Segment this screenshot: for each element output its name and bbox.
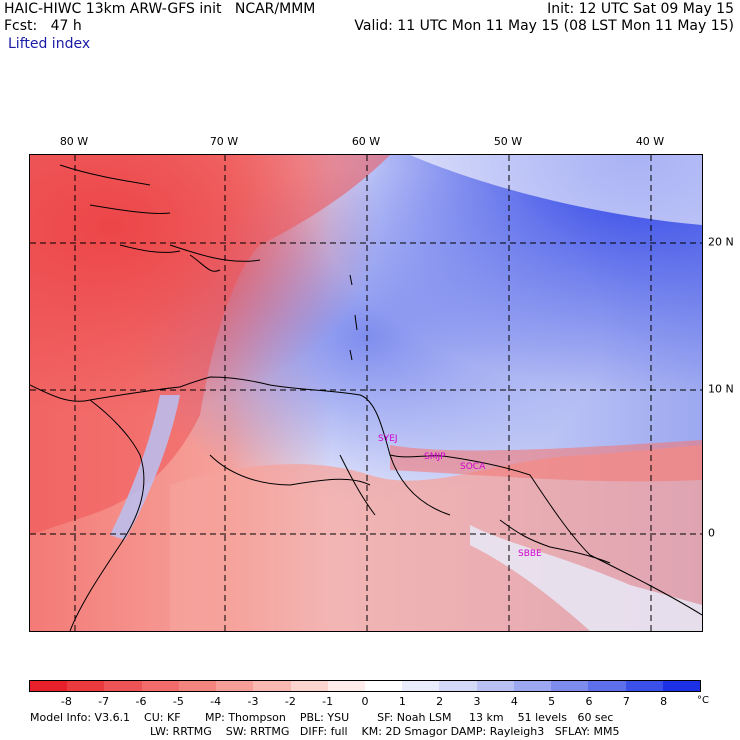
colorbar-cell	[290, 681, 328, 691]
station-syej: SYEJ	[378, 434, 398, 444]
colorbar-tick-label: 8	[660, 695, 668, 708]
valid-time: Valid: 11 UTC Mon 11 May 15 (08 LST Mon …	[354, 18, 734, 34]
lon-label-60w: 60 W	[351, 135, 381, 148]
field-amazon-blue	[470, 525, 702, 631]
station-smjp: SMJP	[424, 452, 446, 462]
model-info-line1: Model Info: V3.6.1 CU: KF MP: Thompson P…	[30, 711, 614, 724]
forecast-hour: Fcst: 47 h	[4, 18, 82, 34]
colorbar-cell	[327, 681, 365, 691]
lon-label-80w: 80 W	[59, 135, 89, 148]
lat-label-20n: 20 N	[708, 235, 734, 249]
colorbar-unit: °C	[697, 695, 709, 706]
lon-label-50w: 50 W	[493, 135, 523, 148]
colorbar-cell	[30, 681, 68, 691]
colorbar-cell	[476, 681, 514, 691]
field-warm-sector	[30, 155, 390, 535]
init-time: Init: 12 UTC Sat 09 May 15	[547, 1, 734, 17]
colorbar-cell	[216, 681, 254, 691]
field-andes-blue	[110, 395, 180, 540]
colorbar-tick-label: 3	[473, 695, 481, 708]
lat-label-0: 0	[708, 526, 715, 540]
colorbar-tick-label: 7	[622, 695, 630, 708]
lon-label-40w: 40 W	[635, 135, 665, 148]
colorbar-cell	[141, 681, 179, 691]
colorbar-tick-label: 0	[361, 695, 369, 708]
colorbar-cell	[364, 681, 403, 691]
colorbar-cell	[588, 681, 626, 691]
lat-label-10n: 10 N	[708, 382, 734, 396]
model-info-line2: LW: RRTMG SW: RRTMG DIFF: full KM: 2D Sm…	[150, 725, 620, 738]
field-itcz-band	[390, 440, 702, 482]
lon-label-70w: 70 W	[209, 135, 239, 148]
colorbar-tick-label: -6	[135, 695, 147, 708]
colorbar-cell	[551, 681, 589, 691]
colorbar-cell	[513, 681, 552, 691]
colorbar-cell	[253, 681, 291, 691]
graticule	[30, 155, 702, 631]
field-name: Lifted index	[8, 36, 91, 52]
colorbar-tick-label: 6	[585, 695, 593, 708]
colorbar-cell	[625, 681, 663, 691]
colorbar-tick-label: 4	[510, 695, 518, 708]
colorbar-cell	[662, 681, 700, 691]
colorbar-cell	[67, 681, 105, 691]
colorbar-tick-label: -8	[60, 695, 72, 708]
colorbar-tick-label: -3	[247, 695, 259, 708]
colorbar-tick-label: -7	[98, 695, 110, 708]
colorbar-tick-label: -5	[172, 695, 184, 708]
colorbar-cell	[104, 681, 142, 691]
colorbar-tick-label: 1	[398, 695, 406, 708]
field-white-streak	[410, 155, 702, 225]
colorbar-cell	[402, 681, 440, 691]
colorbar-cell	[439, 681, 477, 691]
colorbar-tick-label: 2	[436, 695, 444, 708]
colorbar	[29, 680, 701, 692]
colorbar-tick-label: -4	[210, 695, 222, 708]
colorbar-tick-label: -2	[284, 695, 296, 708]
colorbar-cell	[178, 681, 217, 691]
model-title: HAIC-HIWC 13km ARW-GFS init NCAR/MMM	[4, 1, 316, 17]
colorbar-tick-label: -1	[322, 695, 334, 708]
station-sbbe: SBBE	[518, 549, 542, 559]
colorbar-tick-label: 5	[548, 695, 556, 708]
station-soca: SOCA	[460, 462, 486, 472]
lifted-index-map[interactable]: SYEJ SMJP SOCA SBBE	[29, 154, 703, 632]
